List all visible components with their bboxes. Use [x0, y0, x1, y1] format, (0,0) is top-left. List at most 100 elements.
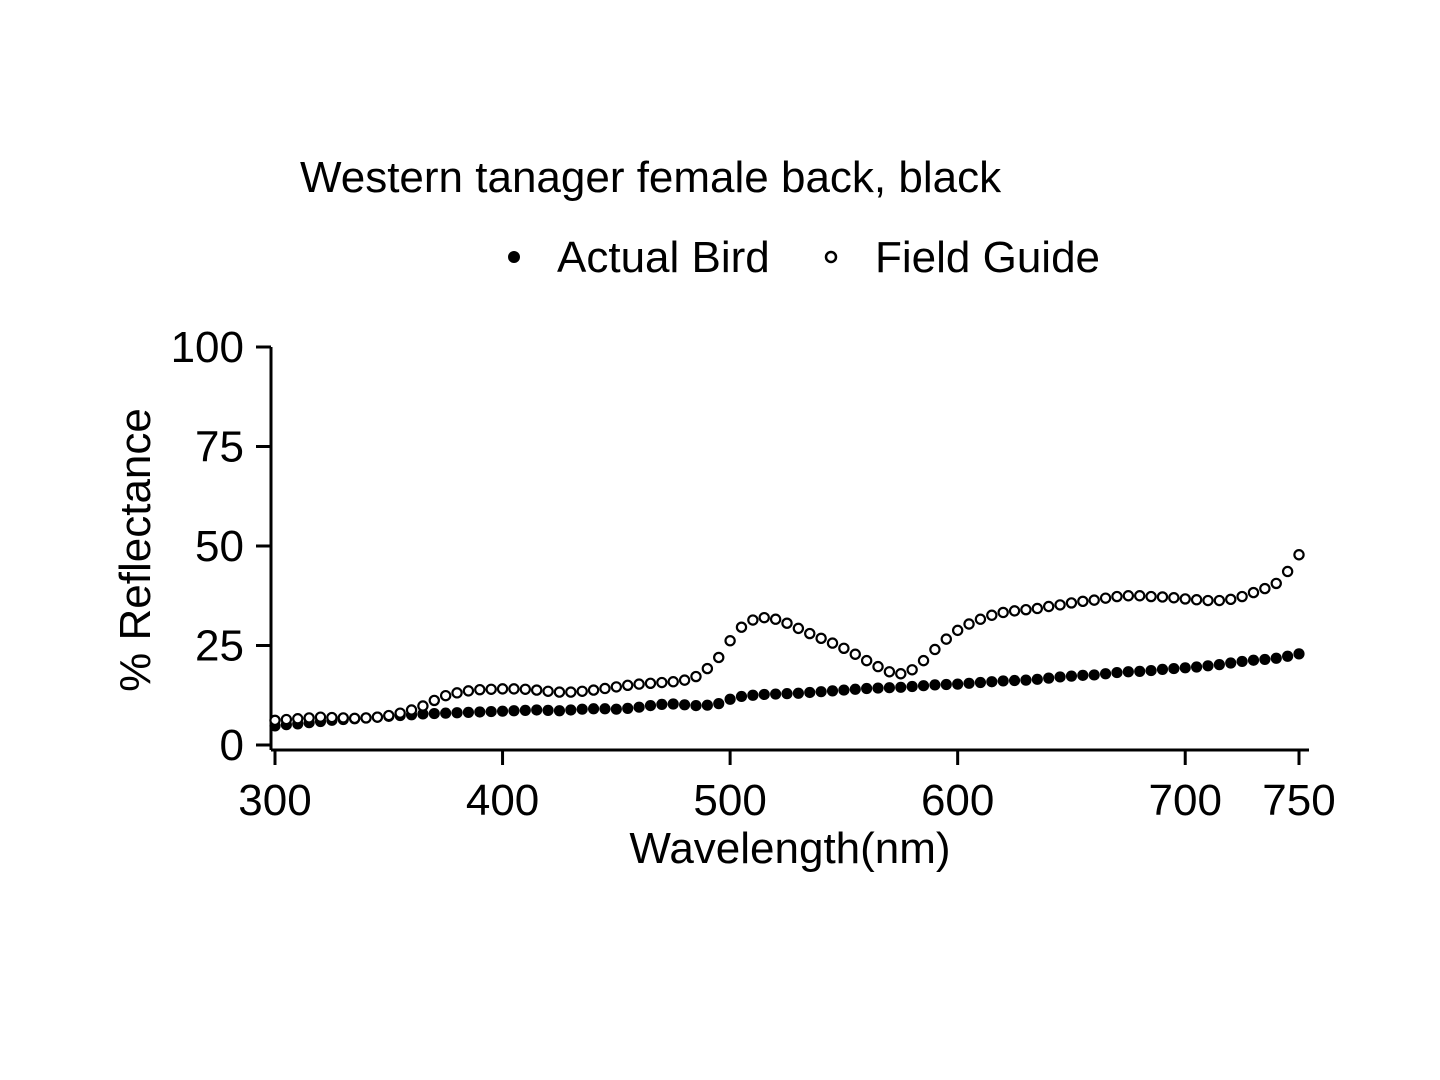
data-point	[565, 704, 577, 716]
data-point	[394, 707, 406, 719]
data-point	[622, 679, 634, 692]
data-point	[883, 666, 896, 678]
data-point	[838, 684, 850, 696]
data-point	[1088, 669, 1100, 681]
data-point	[610, 703, 622, 715]
data-point	[849, 648, 861, 660]
data-point	[633, 678, 645, 690]
data-point	[758, 611, 770, 624]
data-point	[1099, 668, 1112, 680]
data-point	[679, 699, 691, 711]
data-point	[952, 678, 964, 690]
data-point	[565, 686, 577, 698]
data-point	[1168, 662, 1180, 675]
data-point	[724, 635, 736, 647]
data-point	[986, 676, 998, 688]
data-point	[713, 698, 725, 710]
y-axis-label: % Reflectance	[111, 408, 160, 692]
data-point	[303, 712, 315, 724]
data-point	[1179, 593, 1191, 605]
data-point	[587, 684, 600, 696]
data-point	[1077, 595, 1089, 608]
data-point	[895, 668, 907, 680]
data-point	[781, 688, 793, 700]
data-point	[826, 637, 839, 649]
data-point	[815, 686, 827, 698]
data-point	[337, 712, 349, 724]
data-point	[474, 683, 486, 696]
data-point	[1236, 655, 1248, 668]
plot-marks	[269, 549, 1305, 732]
data-point	[1020, 674, 1032, 686]
data-point	[656, 698, 668, 711]
data-point	[940, 633, 952, 645]
data-point	[1042, 600, 1055, 613]
data-point	[633, 701, 645, 713]
data-point	[1168, 592, 1180, 604]
data-point	[451, 707, 463, 719]
data-point	[644, 699, 657, 712]
data-point	[974, 676, 987, 689]
data-point	[735, 621, 748, 633]
data-point	[440, 707, 452, 719]
data-point	[872, 682, 884, 694]
data-point	[826, 685, 839, 697]
data-point	[986, 609, 998, 621]
data-point	[838, 642, 850, 654]
data-point	[906, 680, 918, 693]
data-point	[1077, 669, 1089, 681]
data-point	[758, 688, 770, 701]
series-actual-bird	[269, 648, 1305, 732]
y-tick-label: 100	[171, 323, 244, 372]
data-point	[553, 686, 566, 698]
data-point	[1122, 666, 1134, 678]
data-point	[417, 708, 429, 720]
data-point	[644, 677, 657, 690]
data-point	[519, 704, 531, 716]
data-point	[1156, 663, 1169, 675]
data-point	[1213, 594, 1226, 607]
data-point	[667, 698, 679, 710]
data-point	[1145, 590, 1157, 603]
data-point	[1054, 671, 1066, 683]
data-point	[599, 703, 611, 715]
data-point	[678, 674, 691, 686]
data-point	[770, 688, 782, 700]
data-point	[1202, 594, 1214, 607]
data-point	[1031, 602, 1044, 615]
data-point	[530, 684, 543, 696]
data-point	[1282, 650, 1294, 662]
data-point	[1088, 594, 1100, 606]
data-point	[804, 686, 816, 699]
legend-label-actual-bird: Actual Bird	[557, 233, 770, 282]
y-tick-label: 50	[195, 522, 244, 571]
data-point	[792, 687, 804, 699]
x-tick-label: 300	[238, 776, 311, 825]
data-point	[849, 683, 861, 695]
axes: 0 25 50 75 100 300 400 500 600 700 750	[171, 323, 1336, 825]
x-tick-label: 600	[921, 776, 994, 825]
data-point	[1190, 594, 1203, 606]
data-point	[815, 632, 827, 645]
data-point	[1111, 590, 1123, 603]
data-point	[860, 654, 873, 667]
data-point	[713, 651, 725, 664]
data-point	[428, 694, 440, 707]
x-axis-label: Wavelength(nm)	[629, 824, 950, 873]
data-point	[360, 712, 372, 724]
data-point	[929, 643, 941, 656]
data-point	[997, 606, 1009, 619]
data-point	[781, 617, 793, 629]
data-point	[1054, 599, 1066, 611]
data-point	[951, 624, 964, 637]
data-point	[496, 683, 509, 695]
data-point	[474, 706, 486, 718]
data-point	[1225, 593, 1237, 606]
data-point	[963, 618, 975, 630]
data-point	[451, 687, 463, 699]
data-point	[1259, 653, 1271, 666]
data-point	[1247, 586, 1260, 599]
x-tick-label: 750	[1262, 776, 1335, 825]
data-point	[439, 689, 452, 702]
